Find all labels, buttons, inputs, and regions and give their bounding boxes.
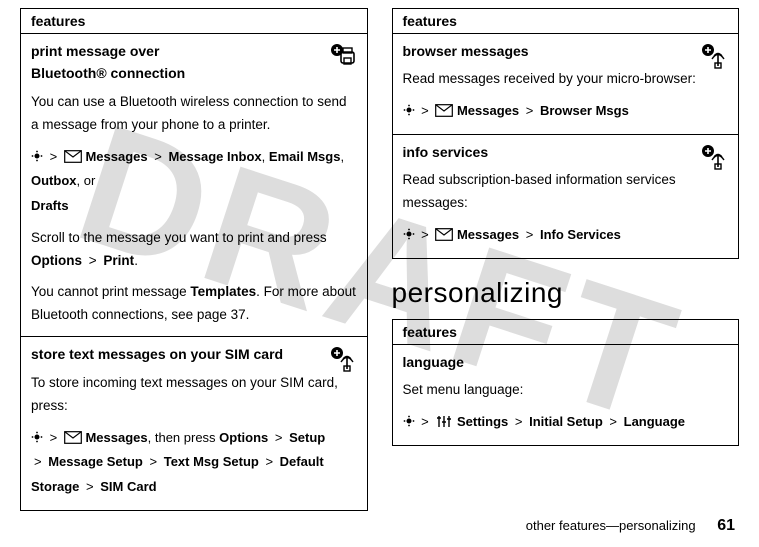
right-header: features: [392, 9, 739, 34]
nav-initial: Initial Setup: [529, 414, 603, 429]
nav-thenpress: , then press: [148, 430, 220, 445]
antenna-plus-icon: [329, 345, 357, 378]
nav-messagesetup: Message Setup: [48, 454, 143, 469]
nav-path-1: > Messages > Message Inbox, Email Msgs, …: [31, 145, 357, 219]
gt: >: [50, 430, 58, 445]
right-column: features browser messages Read messages …: [392, 8, 740, 511]
para: Read messages received by your micro-bro…: [403, 68, 729, 91]
gt: >: [275, 430, 283, 445]
nav-infoservices: Info Services: [540, 227, 621, 242]
para1: You can use a Bluetooth wireless connect…: [31, 91, 357, 137]
right-features-table-2: features language Set menu language: > S…: [392, 319, 740, 446]
nav-path: > Messages > Info Services: [403, 223, 729, 248]
nav-browsermsgs: Browser Msgs: [540, 103, 629, 118]
gt: >: [50, 149, 58, 164]
gt: >: [526, 227, 534, 242]
center-key-icon: [403, 104, 415, 116]
para: Read subscription-based information serv…: [403, 169, 729, 215]
para2-print: Print: [103, 253, 134, 268]
feature-title: language: [403, 351, 729, 373]
antenna-plus-icon: [700, 42, 728, 75]
nav-simcard: SIM Card: [100, 479, 156, 494]
right-header-2: features: [392, 319, 739, 344]
left-header: features: [21, 9, 368, 34]
nav-path: > Settings > Initial Setup > Language: [403, 410, 729, 435]
feature-title: browser messages: [403, 40, 729, 62]
nav-setup: Setup: [289, 430, 325, 445]
title-line2: Bluetooth® connection: [31, 65, 185, 81]
nav-messages: Messages: [85, 430, 147, 445]
envelope-icon: [435, 104, 453, 117]
gt: >: [34, 454, 42, 469]
para: To store incoming text messages on your …: [31, 372, 357, 418]
feature-title: store text messages on your SIM card: [31, 343, 357, 365]
left-cell-print-bluetooth: print message over Bluetooth® connection…: [21, 34, 368, 337]
right-features-table: features browser messages Read messages …: [392, 8, 740, 259]
center-key-icon: [403, 415, 415, 427]
para2a: Scroll to the message you want to print …: [31, 230, 327, 245]
personalizing-heading: personalizing: [392, 277, 740, 309]
gt: >: [421, 103, 429, 118]
left-column: features print message over Bluetooth® c…: [20, 8, 368, 511]
para3: You cannot print message Templates. For …: [31, 281, 357, 327]
gt: >: [421, 227, 429, 242]
gt: >: [86, 479, 94, 494]
feature-title: print message over Bluetooth® connection: [31, 40, 357, 85]
gt: >: [526, 103, 534, 118]
right-cell-browser-msgs: browser messages Read messages received …: [392, 34, 739, 135]
para: Set menu language:: [403, 379, 729, 402]
nav-or: , or: [77, 173, 96, 188]
left-features-table: features print message over Bluetooth® c…: [20, 8, 368, 511]
nav-path-2: > Messages, then press Options > Setup >…: [31, 426, 357, 500]
nav-messages: Messages: [457, 103, 519, 118]
para3a: You cannot print message: [31, 284, 190, 299]
gt: >: [89, 253, 97, 268]
page-footer: other features—personalizing 61: [526, 517, 735, 535]
gt: >: [421, 414, 429, 429]
nav-options: Options: [219, 430, 268, 445]
nav-email: Email Msgs: [269, 149, 341, 164]
nav-path: > Messages > Browser Msgs: [403, 99, 729, 124]
gt: >: [515, 414, 523, 429]
gt: >: [265, 454, 273, 469]
left-cell-sim-store: store text messages on your SIM card To …: [21, 337, 368, 510]
antenna-plus-icon: [700, 143, 728, 176]
nav-messages: Messages: [457, 227, 519, 242]
nav-outbox: Outbox: [31, 173, 77, 188]
printer-plus-icon: [329, 42, 357, 75]
footer-text: other features—personalizing: [526, 518, 696, 533]
nav-messages: Messages: [85, 149, 147, 164]
settings-icon: [435, 414, 453, 429]
envelope-icon: [64, 150, 82, 163]
nav-drafts: Drafts: [31, 198, 69, 213]
envelope-icon: [64, 431, 82, 444]
nav-inbox: Message Inbox: [168, 149, 261, 164]
feature-title: info services: [403, 141, 729, 163]
nav-language: Language: [624, 414, 685, 429]
nav-textmsgsetup: Text Msg Setup: [164, 454, 259, 469]
two-column-layout: features print message over Bluetooth® c…: [0, 0, 759, 519]
center-key-icon: [31, 431, 43, 443]
para3-templates: Templates: [190, 284, 256, 299]
page-number: 61: [717, 517, 735, 534]
para2: Scroll to the message you want to print …: [31, 227, 357, 273]
para2-options: Options: [31, 253, 82, 268]
gt: >: [609, 414, 617, 429]
gt: >: [154, 149, 162, 164]
nav-settings: Settings: [457, 414, 508, 429]
center-key-icon: [403, 228, 415, 240]
envelope-icon: [435, 228, 453, 241]
gt: >: [150, 454, 158, 469]
center-key-icon: [31, 150, 43, 162]
title-line1: print message over: [31, 43, 159, 59]
right-cell-info-services: info services Read subscription-based in…: [392, 135, 739, 259]
right-cell-language: language Set menu language: > Settings >…: [392, 344, 739, 445]
